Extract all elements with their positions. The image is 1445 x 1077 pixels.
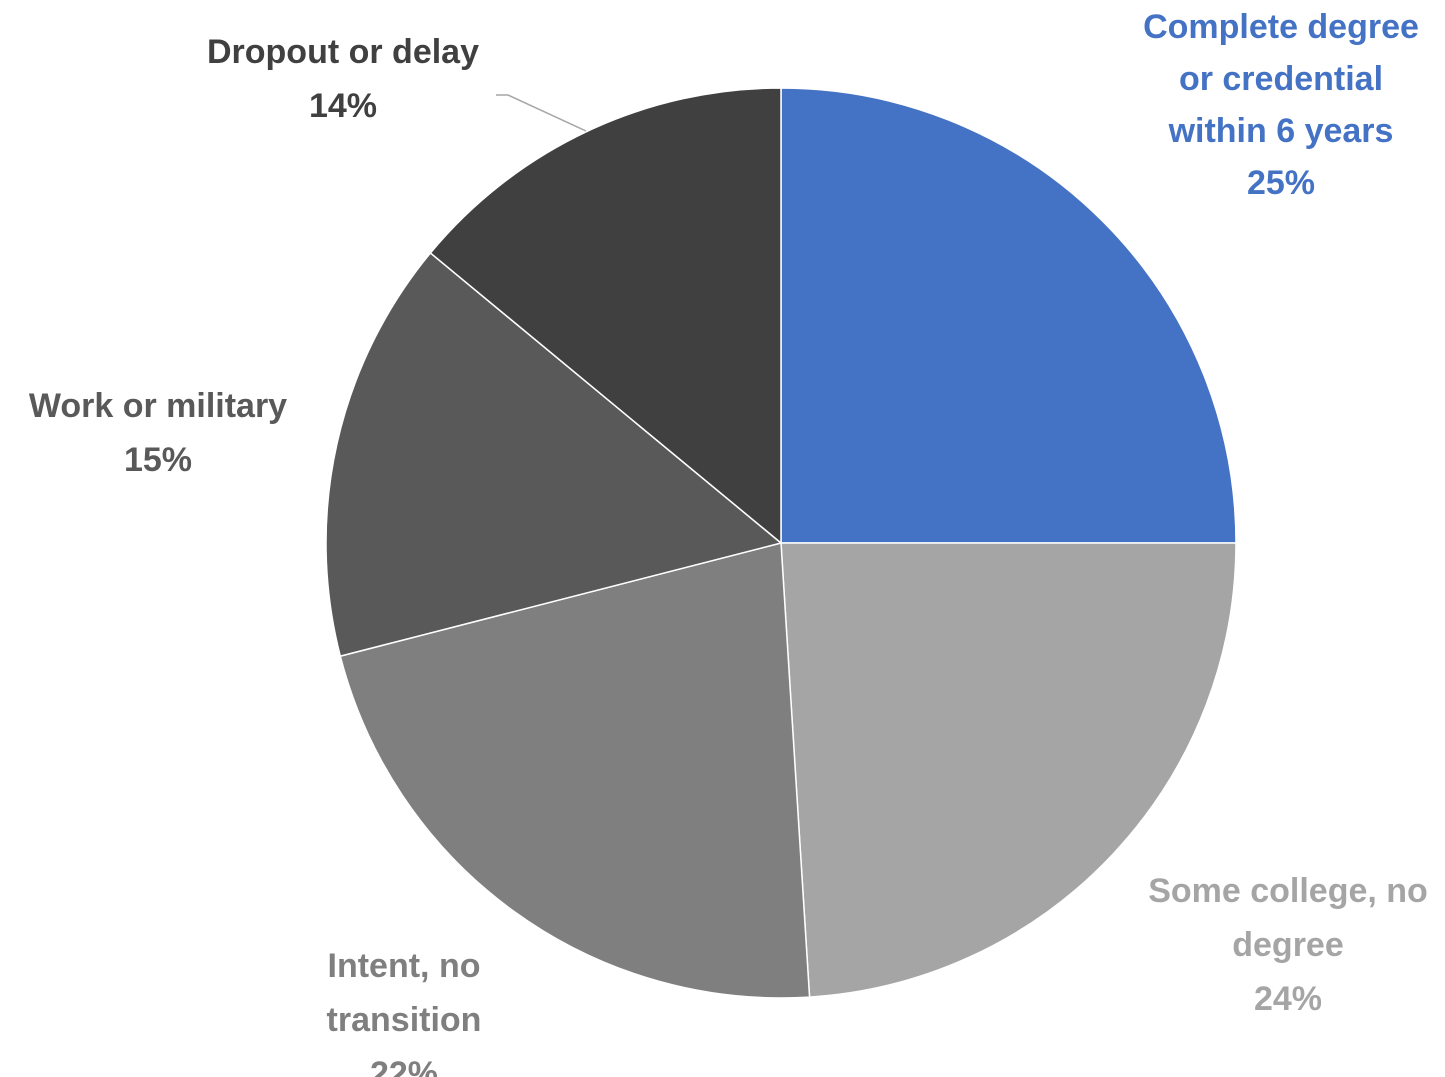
slice-name-line: Some college, no [1148, 872, 1428, 910]
slice-name-line: within 6 years [1168, 112, 1394, 150]
slice-value-label: 24% [1254, 980, 1322, 1018]
slice-value-label: 14% [309, 87, 377, 125]
slice-label-intent-no-transition: Intent, no transition 22% [327, 947, 482, 1077]
slice-label-some-college-no-degree: Some college, no degree 24% [1148, 872, 1428, 1018]
pie-slice-dropout-or-delay [429, 87, 782, 545]
pie-slice-intent-no-transition [339, 542, 811, 999]
slice-labels: Complete degree or credential within 6 yea… [29, 8, 1428, 1077]
slice-label-work-or-military: Work or military 15% [29, 387, 287, 479]
slice-label-complete-degree-or-credential-within-6-years: Complete degree or credential within 6 yea… [1143, 8, 1419, 202]
slice-name-line: Work or military [29, 387, 287, 425]
pie-slice-some-college-no-degree [780, 542, 1237, 998]
slice-name-line: Dropout or delay [207, 33, 479, 71]
slice-value-label: 15% [124, 441, 192, 479]
slice-name-line: Intent, no [328, 947, 481, 985]
pie-slices [325, 87, 1237, 999]
slice-name-line: transition [327, 1001, 482, 1039]
pie-slice-complete-degree-or-credential-within-6-years [780, 87, 1237, 544]
slice-name-line: Complete degree [1143, 8, 1419, 46]
pie-slice-work-or-military [325, 251, 783, 658]
slice-name-line: or credential [1179, 60, 1383, 98]
slice-value-label: 22% [370, 1055, 438, 1077]
slice-name-line: degree [1232, 926, 1344, 964]
slice-value-label: 25% [1247, 164, 1315, 202]
slice-label-dropout-or-delay: Dropout or delay 14% [207, 33, 479, 125]
dropout-leader-line [496, 94, 587, 132]
